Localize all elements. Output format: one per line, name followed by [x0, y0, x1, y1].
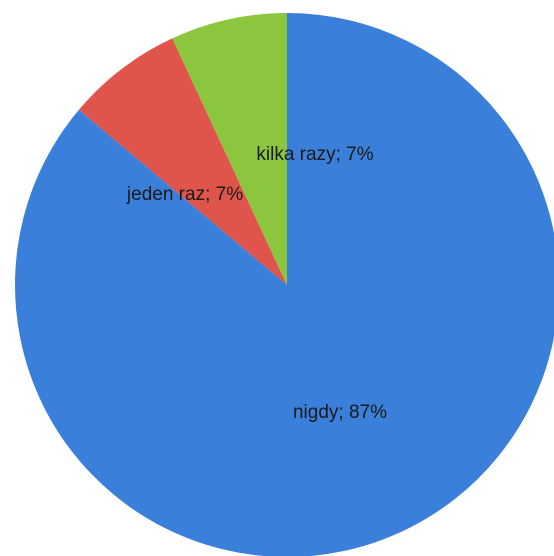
pie-slice-kilka-razy — [172, 12, 287, 285]
pie-slice-nigdy — [15, 13, 554, 556]
data-label-kilka-razy: kilka razy; 7% — [256, 144, 373, 165]
data-labels: nigdy; 87% jeden raz; 7% kilka razy; 7% — [126, 144, 387, 423]
data-label-nigdy: nigdy; 87% — [293, 402, 387, 423]
pie-slice-jeden-raz — [78, 38, 287, 285]
pie-slices — [15, 12, 554, 556]
data-label-jeden-raz: jeden raz; 7% — [126, 184, 243, 205]
